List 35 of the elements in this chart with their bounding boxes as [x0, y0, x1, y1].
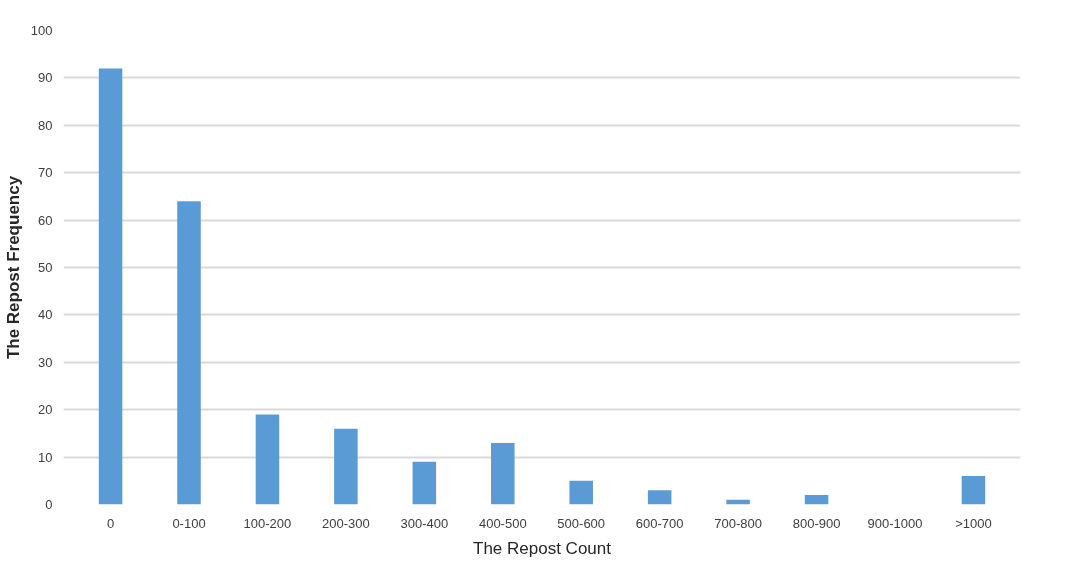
bar [177, 201, 201, 505]
bar [569, 480, 593, 505]
y-tick-label: 0 [45, 497, 53, 512]
x-axis-title: The Repost Count [473, 538, 612, 558]
bar [491, 442, 515, 505]
y-tick-label: 10 [38, 449, 53, 465]
x-tick-label: 700-800 [714, 515, 762, 531]
x-tick-label: 500-600 [557, 515, 606, 531]
y-axis-title: The Repost Frequency [3, 175, 23, 360]
bar [647, 490, 672, 505]
x-tick-label: 100-200 [243, 515, 292, 531]
bar [98, 68, 123, 505]
y-tick-label: 70 [38, 165, 53, 181]
y-tick-label: 60 [38, 212, 53, 228]
x-tick-label: 800-900 [792, 515, 841, 531]
bar [255, 414, 280, 505]
x-tick-label: 900-1000 [867, 515, 923, 531]
x-tick-label: >1000 [955, 515, 992, 531]
bar [804, 495, 829, 505]
x-tick-label: 400-500 [478, 515, 527, 531]
bar [412, 461, 437, 505]
x-tick-label: 0 [106, 515, 115, 531]
y-tick-label: 100 [30, 23, 53, 38]
bar [961, 476, 986, 505]
x-tick-label: 600-700 [635, 515, 684, 531]
y-tick-label: 80 [38, 117, 53, 133]
y-tick-label: 50 [38, 260, 53, 275]
x-tick-label: 300-400 [400, 515, 449, 531]
y-tick-label: 20 [38, 402, 53, 418]
y-tick-label: 30 [38, 354, 53, 370]
y-tick-label: 90 [38, 70, 53, 86]
bar [334, 428, 358, 505]
x-tick-label: 200-300 [322, 515, 370, 531]
y-tick-label: 40 [38, 307, 53, 323]
x-tick-label: 0-100 [172, 515, 206, 531]
